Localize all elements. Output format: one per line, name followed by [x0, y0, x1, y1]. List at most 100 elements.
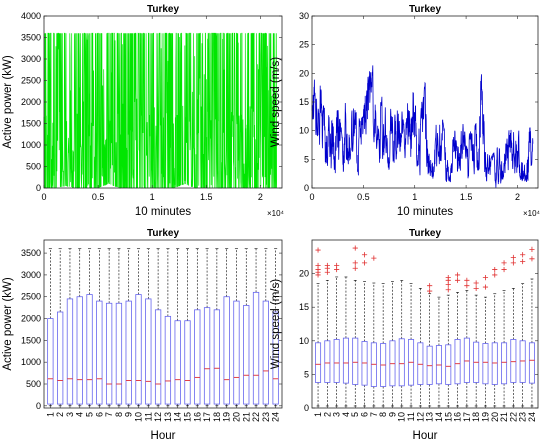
x-tick-label: 9 — [124, 412, 134, 417]
x-tick-label: 8 — [114, 412, 124, 417]
x-tick-label: 8 — [378, 412, 388, 417]
box — [491, 342, 498, 385]
x-tick-label: 16 — [453, 412, 463, 422]
x-tick-label: 19 — [480, 412, 490, 422]
x-tick-label: 1 — [313, 412, 323, 417]
y-axis-label: Active power (kW) — [2, 277, 14, 370]
box — [233, 300, 240, 405]
x-tick-label: 19 — [222, 412, 232, 422]
x-tick-label: 6 — [94, 412, 104, 417]
y-tick-label: 500 — [26, 379, 41, 389]
chart-panel-1: Turkey 0 500 1000 1500 2000 2500 3000 3500 4000 Ac… — [2, 4, 285, 218]
outlier-marker — [520, 252, 526, 258]
y-tick-label: 4000 — [21, 11, 41, 21]
box — [445, 344, 452, 385]
x-tick-label: 15 — [443, 412, 453, 422]
x-axis-label: 10 minutes — [397, 206, 454, 218]
outlier-marker — [529, 246, 535, 253]
x-tick-label: 13 — [425, 412, 435, 422]
x-tick-label: 22 — [251, 412, 261, 422]
x-tick-label: 20 — [231, 412, 241, 422]
x-tick-label: 0 — [309, 192, 314, 202]
box — [272, 311, 279, 405]
x-tick-label: 7 — [104, 412, 114, 417]
x-axis-exponent: ×10⁴ — [267, 209, 285, 218]
x-tick-label: 3 — [332, 412, 342, 417]
x-tick-label: 0.5 — [357, 192, 370, 202]
outlier-marker — [352, 265, 358, 271]
x-tick-label: 24 — [271, 412, 281, 422]
outlier-marker — [315, 247, 321, 253]
x-tick-label: 15 — [182, 412, 192, 422]
outlier-marker — [371, 255, 377, 261]
x-tick-label: 11 — [406, 412, 416, 421]
outlier-marker — [520, 258, 526, 265]
box — [223, 296, 230, 405]
data-series-line — [43, 32, 277, 189]
y-tick-label: 15 — [299, 97, 309, 107]
y-axis-label: Wind speed (m/s) — [270, 57, 282, 147]
x-tick-label: 22 — [508, 412, 518, 422]
outlier-marker — [454, 272, 461, 278]
x-tick-label: 4 — [75, 412, 85, 417]
box — [66, 298, 74, 405]
data-series-line — [311, 65, 534, 188]
x-tick-label: 1.5 — [460, 192, 473, 202]
box — [115, 302, 123, 405]
plot-frame — [43, 239, 283, 409]
y-tick-label: 2000 — [21, 97, 41, 107]
y-tick-label: 2500 — [21, 292, 41, 302]
box — [125, 300, 132, 405]
box — [501, 342, 508, 385]
box — [184, 320, 191, 405]
box — [342, 337, 349, 384]
y-tick-label: 20 — [299, 269, 309, 279]
box — [194, 309, 201, 405]
x-tick-label: 14 — [434, 412, 444, 422]
y-tick-label: 3500 — [21, 248, 41, 258]
box — [463, 337, 470, 383]
x-axis-label: Hour — [151, 430, 176, 442]
outlier-marker — [473, 285, 479, 291]
y-tick-label: 2500 — [21, 76, 41, 86]
chart-panel-2: Turkey 0 5 10 15 20 25 30 Wind speed (m/s) 0 0.5 1 1… — [270, 4, 541, 218]
outlier-marker — [464, 283, 470, 289]
x-tick-label: 1 — [412, 192, 417, 202]
y-tick-label: 1000 — [21, 357, 41, 367]
x-tick-label: 17 — [462, 412, 472, 422]
x-axis-exponent: ×10⁴ — [523, 209, 541, 218]
x-tick-label: 1 — [150, 192, 155, 202]
box — [482, 343, 489, 385]
y-tick-label: 5 — [304, 154, 309, 164]
y-tick-label: 1500 — [21, 119, 41, 129]
box — [154, 309, 162, 405]
x-tick-label: 13 — [163, 412, 173, 422]
outlier-marker — [334, 262, 340, 269]
box — [203, 307, 211, 405]
outlier-marker — [492, 266, 498, 273]
outlier-marker — [464, 277, 470, 283]
box — [135, 294, 142, 405]
box — [510, 339, 517, 383]
x-tick-label: 5 — [350, 412, 360, 417]
y-tick-label: 15 — [299, 302, 309, 312]
box — [105, 302, 113, 405]
outlier-marker — [445, 275, 451, 281]
box — [417, 342, 424, 385]
y-tick-label: 20 — [299, 68, 309, 78]
x-tick-label: 7 — [369, 412, 379, 417]
y-tick-label: 25 — [299, 40, 309, 50]
y-tick-label: 10 — [299, 126, 309, 136]
x-tick-label: 14 — [173, 412, 183, 422]
outlier-marker — [510, 260, 516, 266]
outlier-marker — [510, 254, 516, 261]
y-tick-label: 1000 — [21, 140, 41, 150]
x-tick-label: 1.5 — [200, 192, 213, 202]
outlier-marker — [473, 280, 479, 286]
y-tick-label: 3000 — [21, 270, 41, 280]
y-tick-label: 0 — [36, 401, 41, 411]
outlier-marker — [324, 262, 330, 269]
